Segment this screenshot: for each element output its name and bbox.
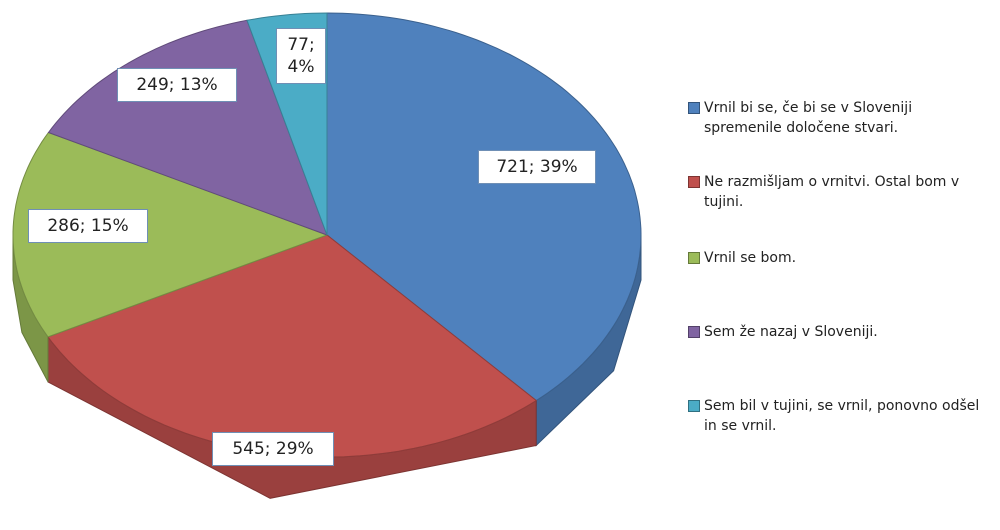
data-label: 249; 13% <box>117 68 237 102</box>
slice <box>12 131 329 338</box>
legend-swatch <box>688 326 700 338</box>
legend-label: Ne razmišljam o vrnitvi. Ostal bom v tuj… <box>704 174 960 210</box>
legend-item: Vrnil se bom. <box>688 248 988 292</box>
legend-item: Sem že nazaj v Sloveniji. <box>688 322 988 366</box>
legend-label: Vrnil se bom. <box>704 250 797 266</box>
legend-swatch <box>688 102 700 114</box>
data-label: 77; 4% <box>276 28 326 84</box>
legend-swatch <box>688 400 700 412</box>
slice <box>326 12 642 402</box>
data-label: 545; 29% <box>212 432 334 466</box>
legend-swatch <box>688 176 700 188</box>
legend-item: Sem bil v tujini, se vrnil, ponovno odše… <box>688 396 988 440</box>
legend-label: Vrnil bi se, če bi se v Sloveniji spreme… <box>704 100 913 136</box>
legend-swatch <box>688 252 700 264</box>
data-label: 721; 39% <box>478 150 596 184</box>
legend-item: Vrnil bi se, če bi se v Sloveniji spreme… <box>688 98 988 142</box>
data-label: 286; 15% <box>28 209 148 243</box>
legend-item: Ne razmišljam o vrnitvi. Ostal bom v tuj… <box>688 172 988 216</box>
legend-label: Sem bil v tujini, se vrnil, ponovno odše… <box>704 398 980 434</box>
legend-label: Sem že nazaj v Sloveniji. <box>704 324 878 340</box>
